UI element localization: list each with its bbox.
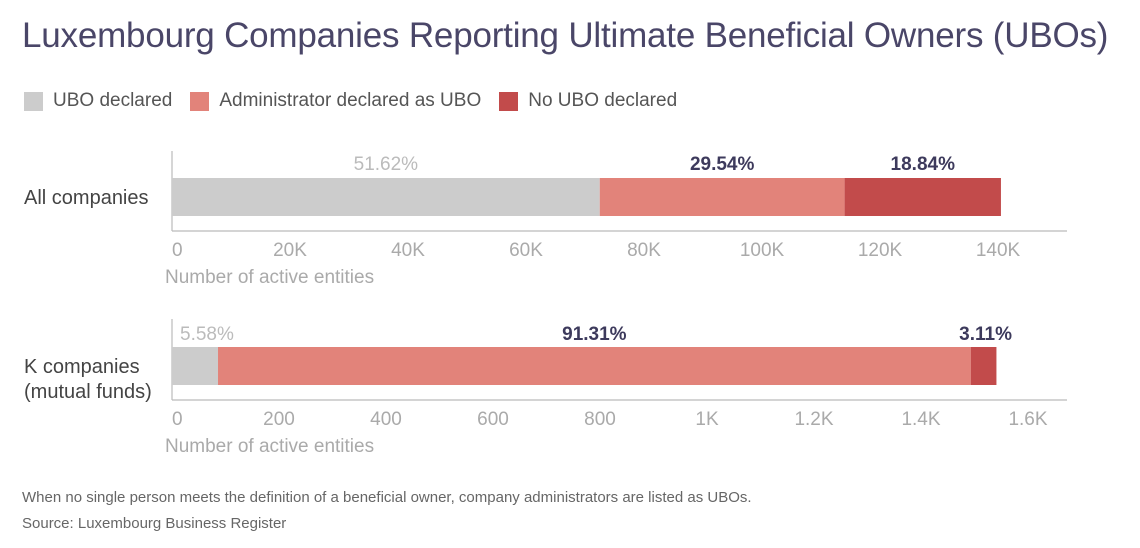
legend-item-ubo-declared: UBO declared [24, 90, 172, 112]
category-label: All companies [24, 187, 149, 209]
x-tick-label: 20K [273, 240, 307, 261]
x-tick-label: 1.4K [901, 409, 940, 430]
x-axis-label: Number of active entities [165, 267, 374, 288]
legend-swatch-administrator [190, 91, 210, 111]
footnote: When no single person meets the definiti… [22, 489, 752, 506]
legend-label: UBO declared [53, 90, 173, 111]
x-tick-label: 1.6K [1008, 409, 1047, 430]
category-label: (mutual funds) [24, 381, 152, 403]
category-label: K companies [24, 356, 140, 378]
x-tick-label: 0 [172, 409, 183, 430]
legend-item-no-ubo: No UBO declared [499, 90, 677, 112]
x-tick-label: 600 [477, 409, 509, 430]
legend-item-administrator: Administrator declared as UBO [190, 90, 481, 112]
x-tick-label: 1K [695, 409, 719, 430]
data-label: 18.84% [891, 154, 956, 175]
legend-swatch-no-ubo [499, 91, 519, 111]
x-tick-label: 100K [740, 240, 785, 261]
data-label: 91.31% [562, 324, 627, 345]
x-tick-label: 40K [391, 240, 425, 261]
x-tick-label: 200 [263, 409, 295, 430]
data-label: 3.11% [959, 324, 1012, 345]
legend-label: No UBO declared [528, 90, 678, 111]
data-label: 5.58% [180, 324, 234, 345]
bar-segment [218, 347, 971, 385]
legend: UBO declared Administrator declared as U… [24, 90, 695, 112]
x-tick-label: 80K [627, 240, 661, 261]
chart-title: Luxembourg Companies Reporting Ultimate … [22, 16, 1109, 55]
bar-segment [172, 178, 600, 216]
source-note: Source: Luxembourg Business Register [22, 515, 287, 532]
legend-swatch-ubo-declared [24, 91, 43, 111]
data-label: 29.54% [690, 154, 755, 175]
x-tick-label: 140K [976, 240, 1021, 261]
x-tick-label: 0 [172, 240, 183, 261]
x-tick-label: 400 [370, 409, 402, 430]
bar-segment [844, 178, 1001, 216]
x-tick-label: 800 [584, 409, 616, 430]
bar-segment [599, 178, 845, 216]
legend-label: Administrator declared as UBO [219, 90, 482, 111]
x-tick-label: 60K [509, 240, 543, 261]
x-axis-label: Number of active entities [165, 436, 374, 457]
bar-segment [970, 347, 997, 385]
x-tick-label: 120K [858, 240, 903, 261]
x-tick-label: 1.2K [794, 409, 833, 430]
bar-segment [172, 347, 219, 385]
data-label: 51.62% [354, 154, 419, 175]
